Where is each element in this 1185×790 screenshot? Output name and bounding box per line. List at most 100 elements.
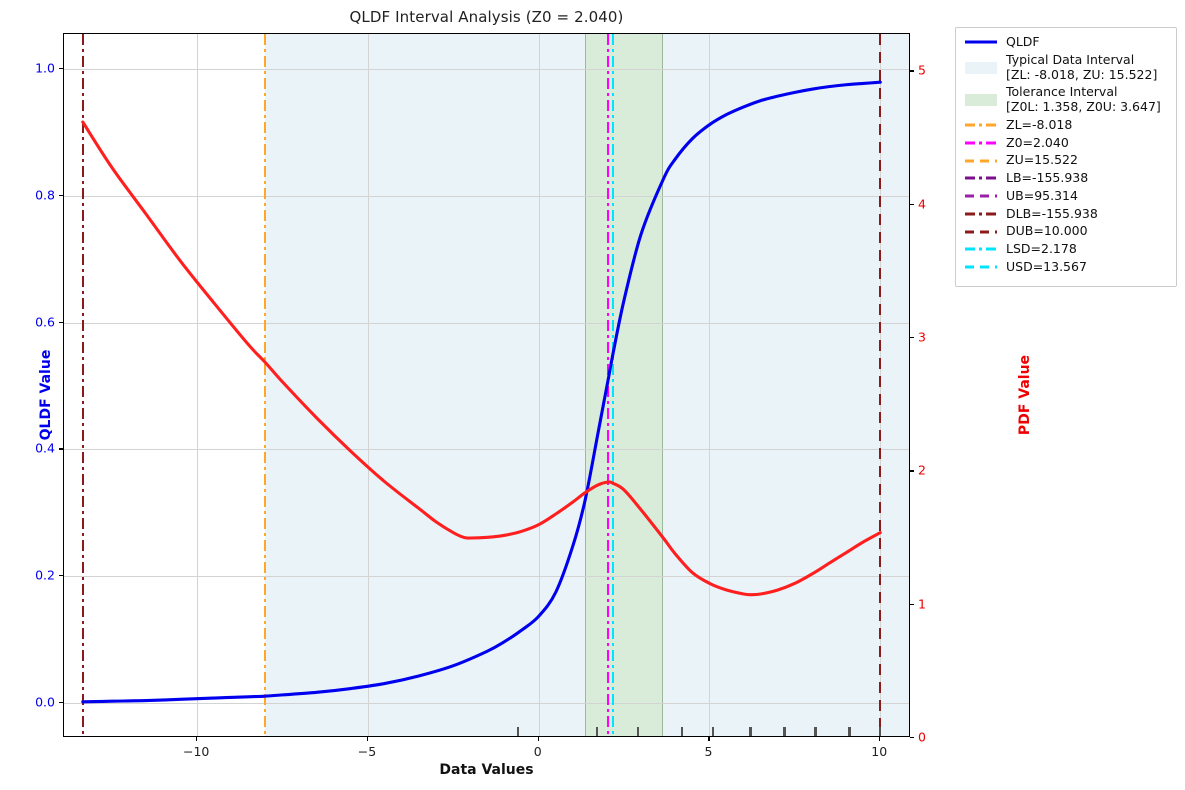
- legend-swatch-icon: [965, 35, 997, 49]
- gridline-vertical: [367, 34, 369, 736]
- x-axis-label: Data Values: [439, 762, 534, 778]
- curve-layer: [81, 80, 882, 704]
- y-tick-mark-left: [59, 321, 63, 323]
- legend-item-label: Typical Data Interval [ZL: -8.018, ZU: 1…: [1006, 51, 1158, 82]
- y-tick-mark-right: [910, 737, 914, 739]
- x-tick-mark: [879, 737, 881, 741]
- legend-item-label: ZU=15.522: [1006, 152, 1078, 168]
- y-tick-label-right: 1: [918, 596, 926, 612]
- gridline-vertical: [197, 34, 199, 736]
- legend-color-patch: [965, 61, 997, 74]
- y-tick-label-right: 0: [918, 729, 926, 745]
- y-tick-mark-right: [910, 470, 914, 472]
- rug-tick: [711, 726, 715, 736]
- legend-item-label: LB=-155.938: [1006, 170, 1089, 185]
- legend-line-sample: [965, 176, 997, 180]
- legend-item[interactable]: ZL=-8.018: [965, 116, 1169, 133]
- y-tick-label-left: 0.2: [35, 567, 55, 583]
- legend-line-sample: [965, 40, 997, 44]
- legend-item[interactable]: Z0=2.040: [965, 134, 1169, 151]
- y-tick-label-left: 0.8: [35, 187, 55, 203]
- y-tick-label-left: 0.6: [35, 314, 55, 330]
- y-tick-mark-left: [59, 575, 63, 577]
- rug-tick: [879, 726, 882, 736]
- legend-item[interactable]: LB=-155.938: [965, 170, 1169, 186]
- legend-line-sample: [965, 247, 997, 251]
- rug-tick: [517, 726, 520, 736]
- legend-item[interactable]: ZU=15.522: [965, 152, 1169, 168]
- gridline-horizontal: [64, 68, 909, 70]
- legend-item[interactable]: LSD=2.178: [965, 241, 1169, 257]
- legend-line-sample: [965, 159, 997, 163]
- x-tick-mark: [196, 737, 198, 741]
- y-tick-label-right: 5: [918, 62, 926, 78]
- vline-lsd: [611, 34, 614, 736]
- y-axis-label-left: QLDF Value: [38, 349, 54, 441]
- y-tick-label-left: 0.4: [35, 440, 55, 456]
- legend-swatch-icon: [965, 154, 997, 168]
- vline-dub: [879, 34, 882, 736]
- legend-line-sample: [965, 123, 997, 127]
- legend-swatch-icon: [965, 93, 997, 107]
- plot-area: [63, 33, 910, 737]
- legend-swatch-icon: [965, 260, 997, 274]
- legend-item[interactable]: UB=95.314: [965, 187, 1169, 204]
- gridline-horizontal: [64, 195, 909, 197]
- y-tick-mark-right: [910, 203, 914, 205]
- legend-item[interactable]: DUB=10.000: [965, 223, 1169, 239]
- y-tick-label-right: 3: [918, 329, 926, 345]
- rug-tick: [783, 726, 786, 736]
- x-tick-label: 5: [704, 744, 713, 759]
- y-tick-mark-left: [59, 702, 63, 704]
- legend-item-label: DLB=-155.938: [1006, 205, 1098, 221]
- legend-swatch-icon: [965, 136, 997, 150]
- y-tick-label-right: 4: [918, 196, 926, 212]
- legend-swatch-icon: [965, 171, 997, 185]
- legend-item[interactable]: Typical Data Interval [ZL: -8.018, ZU: 1…: [965, 51, 1169, 83]
- y-tick-mark-right: [910, 70, 914, 72]
- legend-item-label: QLDF: [1006, 34, 1040, 49]
- y-tick-mark-left: [59, 67, 63, 70]
- y-tick-mark-right: [910, 603, 914, 605]
- x-tick-label: −5: [357, 744, 377, 759]
- y-tick-label-right: 2: [918, 462, 926, 478]
- y-tick-label-left: 1.0: [35, 60, 55, 76]
- legend-line-sample: [965, 141, 997, 145]
- rug-tick: [814, 726, 817, 736]
- legend-line-sample: [965, 212, 997, 216]
- legend-item-label: UB=95.314: [1006, 187, 1078, 203]
- legend-item[interactable]: DLB=-155.938: [965, 205, 1169, 222]
- gridline-vertical: [709, 34, 711, 736]
- tolerance-interval-band: [585, 34, 664, 736]
- x-tick-mark: [537, 737, 539, 741]
- x-tick-mark: [366, 737, 369, 741]
- y-tick-label-left: 0.0: [35, 694, 55, 710]
- rug-tick: [680, 726, 684, 736]
- legend-swatch-icon: [965, 242, 997, 256]
- y-tick-mark-right: [910, 337, 914, 339]
- legend-item[interactable]: Tolerance Interval [Z0L: 1.358, Z0U: 3.6…: [965, 84, 1169, 115]
- legend-line-sample: [965, 194, 997, 198]
- legend-color-patch: [965, 94, 997, 106]
- legend-swatch-icon: [965, 207, 997, 221]
- x-tick-label: 0: [533, 744, 542, 759]
- vline-zl: [263, 34, 267, 736]
- rug-tick: [595, 726, 598, 736]
- legend-swatch-icon: [965, 61, 997, 75]
- x-tick-mark: [708, 737, 710, 741]
- legend-item[interactable]: QLDF: [965, 34, 1169, 50]
- legend-item[interactable]: USD=13.567: [965, 259, 1169, 275]
- legend-line-sample: [965, 265, 997, 269]
- legend-item-label: Z0=2.040: [1006, 134, 1069, 150]
- legend-item-label: LSD=2.178: [1006, 241, 1077, 256]
- curve-pdf: [81, 120, 882, 597]
- legend-swatch-icon: [965, 225, 997, 239]
- page-title: QLDF Interval Analysis (Z0 = 2.040): [349, 8, 624, 26]
- y-tick-mark-left: [59, 448, 63, 450]
- rug-tick: [636, 726, 639, 736]
- vline-dlb: [81, 34, 84, 736]
- gridline-horizontal: [64, 703, 909, 705]
- y-tick-mark-left: [59, 194, 63, 196]
- chart-legend: QLDF Typical Data Interval [ZL: -8.018, Z…: [955, 27, 1177, 287]
- legend-item-label: ZL=-8.018: [1006, 116, 1073, 132]
